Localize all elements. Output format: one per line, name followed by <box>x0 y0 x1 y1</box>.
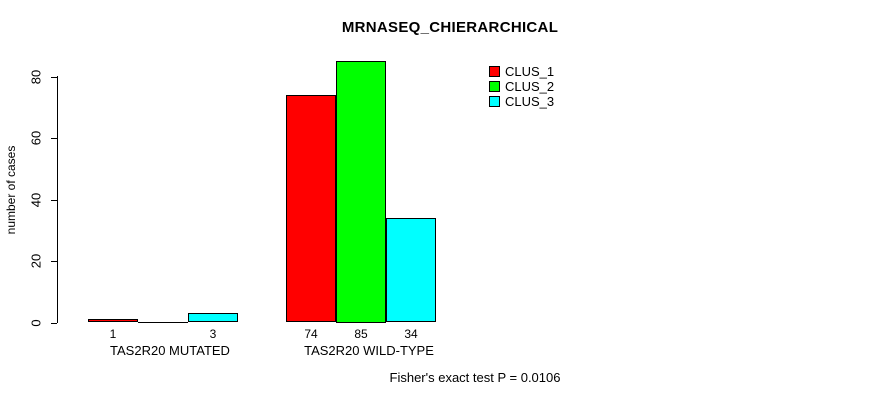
bar-value-label: 3 <box>209 327 217 341</box>
bar-clus_1-group2 <box>286 94 336 323</box>
bar-value-label: 74 <box>304 327 318 341</box>
chart-title: MRNASEQ_CHIERARCHICAL <box>341 19 559 36</box>
legend-swatch-clus_2 <box>489 81 500 92</box>
y-axis-tick-label: 80 <box>28 69 44 84</box>
y-axis-tick-label: 0 <box>28 318 44 327</box>
x-category-label: TAS2R20 WILD-TYPE <box>304 343 434 358</box>
y-axis-tick-label: 60 <box>28 130 44 146</box>
y-axis-tick <box>51 138 57 139</box>
legend-label: CLUS_1 <box>505 64 555 79</box>
bar-clus_3-group2 <box>386 217 436 323</box>
y-axis-line <box>57 76 58 323</box>
y-axis-tick <box>51 261 57 262</box>
y-axis-tick <box>51 76 57 78</box>
bar-clus_3-group1 <box>188 313 238 323</box>
y-axis-tick <box>51 199 57 201</box>
legend-row: CLUS_3 <box>489 94 554 109</box>
bar-value-label: 34 <box>404 327 418 341</box>
bar-clus_1-group1 <box>88 319 138 323</box>
legend-swatch-clus_1 <box>489 66 500 77</box>
y-axis-tick-label: 40 <box>28 192 44 207</box>
bar-value-label: 1 <box>109 327 117 341</box>
annotation-fishers-test: Fisher's exact test P = 0.0106 <box>389 370 561 385</box>
legend-row: CLUS_2 <box>489 79 554 94</box>
y-axis-tick-label: 20 <box>28 253 44 269</box>
legend-swatch-clus_3 <box>489 96 500 107</box>
y-axis-label: number of cases <box>4 145 18 235</box>
bar-clus_2-group1 <box>138 322 188 323</box>
bar-value-label: 85 <box>354 327 368 341</box>
bar-clus_2-group2 <box>336 61 386 323</box>
legend-label: CLUS_3 <box>505 94 555 109</box>
x-category-label: TAS2R20 MUTATED <box>110 343 230 358</box>
y-axis-tick <box>51 322 57 324</box>
legend-label: CLUS_2 <box>505 79 555 94</box>
legend: CLUS_1 CLUS_2 CLUS_3 <box>489 64 554 109</box>
legend-row: CLUS_1 <box>489 64 554 79</box>
